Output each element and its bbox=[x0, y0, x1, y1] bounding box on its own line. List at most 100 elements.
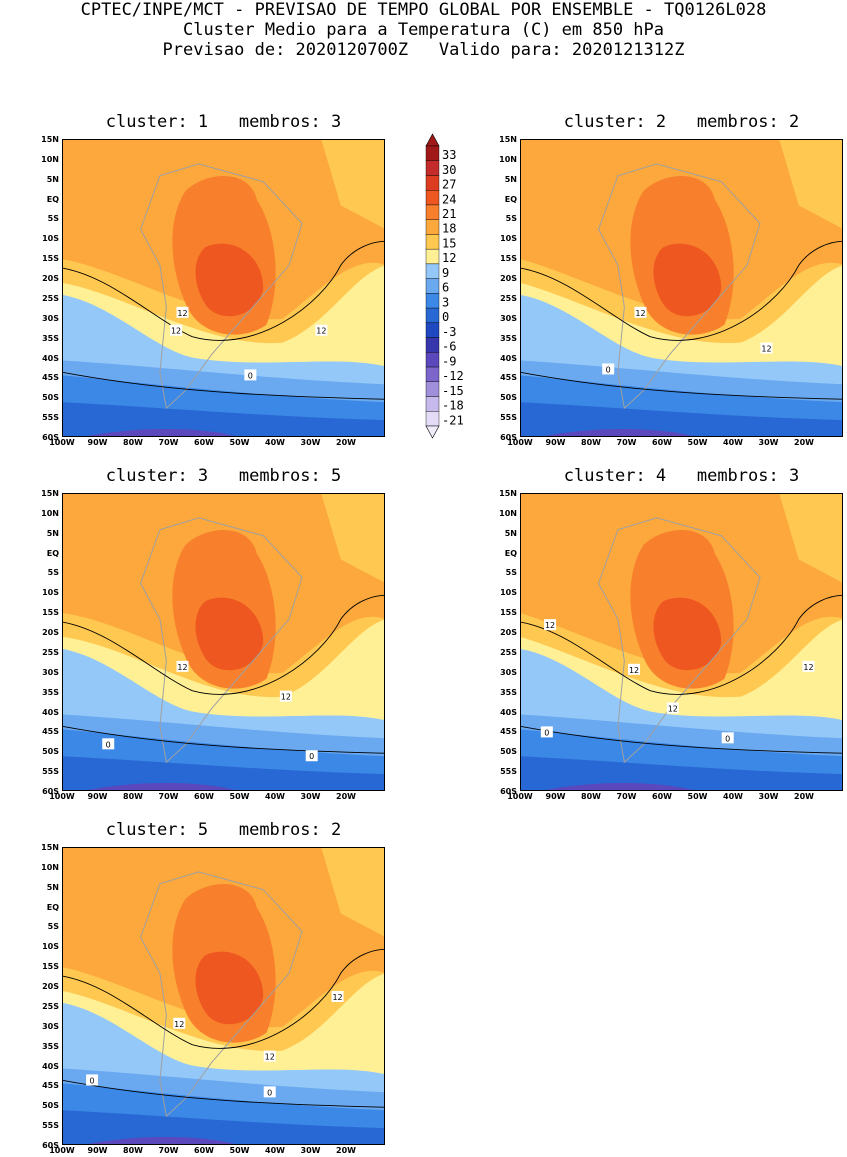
coastline bbox=[597, 163, 761, 410]
contour-label: 12 bbox=[176, 660, 189, 672]
lat-tick-label: 20S bbox=[42, 628, 59, 638]
contour-label: 0 bbox=[263, 1086, 276, 1098]
lat-tick-label: EQ bbox=[46, 548, 59, 558]
svg-text:0: 0 bbox=[309, 752, 314, 761]
colorbar-label: -18 bbox=[442, 399, 464, 413]
svg-text:0: 0 bbox=[90, 1076, 95, 1085]
field-core-24 bbox=[195, 243, 264, 317]
lat-tick-label: 30S bbox=[42, 313, 59, 323]
colorbar-label: 33 bbox=[442, 148, 456, 162]
contour-label: 12 bbox=[802, 660, 815, 672]
lat-tick-label: 10S bbox=[42, 588, 59, 598]
lat-tick-label: 5S bbox=[47, 922, 59, 932]
svg-text:12: 12 bbox=[281, 693, 291, 702]
field-band-0 bbox=[521, 402, 842, 436]
lat-tick-label: 10S bbox=[42, 234, 59, 244]
field-band-15 bbox=[321, 848, 384, 937]
header-line-1: CPTEC/INPE/MCT - PREVISAO DE TEMPO GLOBA… bbox=[80, 0, 767, 20]
lat-tick-label: 20S bbox=[500, 274, 517, 284]
contour-label: 12 bbox=[173, 1017, 186, 1029]
contour-label: 12 bbox=[263, 1050, 276, 1062]
colorbar-swatch bbox=[425, 396, 440, 412]
colorbar-swatch bbox=[425, 322, 440, 338]
lon-tick-label: 20W bbox=[336, 792, 356, 801]
lat-tick-label: 15S bbox=[42, 254, 59, 264]
colorbar-swatch bbox=[425, 366, 440, 382]
lat-tick-label: 30S bbox=[500, 313, 517, 323]
panel-title: cluster: 2 membros: 2 bbox=[563, 112, 800, 132]
lat-tick-label: 55S bbox=[500, 767, 517, 777]
colorbar-swatch bbox=[425, 175, 440, 191]
map-panel: 12 12 12 0 0 bbox=[62, 847, 385, 1145]
svg-text:12: 12 bbox=[803, 663, 813, 672]
lon-tick-label: 100W bbox=[49, 438, 75, 447]
map-svg: 12 12 0 bbox=[521, 140, 842, 436]
lat-tick-label: 45S bbox=[42, 373, 59, 383]
panel-title: cluster: 5 membros: 2 bbox=[105, 820, 342, 840]
lon-tick-label: 70W bbox=[616, 792, 637, 801]
colorbar-label: -12 bbox=[442, 369, 464, 383]
colorbar-label: 24 bbox=[442, 192, 456, 206]
contour-label: 12 bbox=[279, 690, 292, 702]
lat-tick-label: 30S bbox=[42, 1021, 59, 1031]
contour-0 bbox=[521, 725, 842, 754]
lat-tick-label: 5N bbox=[504, 528, 517, 538]
lat-tick-label: 35S bbox=[500, 333, 517, 343]
lat-tick-label: 5N bbox=[46, 174, 59, 184]
lon-tick-label: 100W bbox=[507, 438, 533, 447]
field-core-24 bbox=[653, 597, 722, 671]
lon-tick-label: 100W bbox=[49, 1146, 75, 1155]
lat-tick-label: 60S bbox=[500, 433, 517, 442]
lat-tick-label: 55S bbox=[42, 1121, 59, 1131]
lon-tick-label: 80W bbox=[123, 438, 143, 447]
lon-tick-label: 50W bbox=[687, 438, 708, 447]
lat-tick-label: 50S bbox=[42, 1101, 59, 1111]
lat-tick-label: 45S bbox=[500, 727, 517, 737]
svg-text:12: 12 bbox=[761, 345, 771, 354]
contour-12 bbox=[63, 948, 384, 1049]
lon-tick-label: 80W bbox=[123, 1146, 143, 1155]
colorbar-label: 12 bbox=[442, 251, 456, 265]
contour-label: 12 bbox=[315, 324, 328, 336]
svg-text:12: 12 bbox=[629, 666, 639, 675]
svg-text:0: 0 bbox=[725, 734, 730, 743]
field-band-0 bbox=[521, 756, 842, 790]
lat-tick-label: 20S bbox=[42, 982, 59, 992]
lon-tick-label: 40W bbox=[723, 438, 743, 447]
lon-tick-label: 40W bbox=[723, 792, 743, 801]
contour-0 bbox=[521, 371, 842, 400]
field-band-neg bbox=[88, 1137, 235, 1144]
lon-tick-label: 70W bbox=[158, 438, 179, 447]
field-band-neg bbox=[88, 429, 235, 436]
panel-title: cluster: 3 membros: 5 bbox=[105, 466, 342, 486]
colorbar-bottom-arrow bbox=[425, 425, 440, 439]
contour-12 bbox=[521, 240, 842, 341]
colorbar-label: -3 bbox=[442, 325, 456, 339]
colorbar-swatch bbox=[425, 352, 440, 368]
lat-tick-label: 60S bbox=[42, 433, 59, 442]
lat-tick-label: 15N bbox=[41, 843, 59, 852]
contour-label: 12 bbox=[666, 702, 679, 714]
lon-tick-label: 60W bbox=[194, 438, 214, 447]
contour-label: 12 bbox=[170, 324, 183, 336]
field-band-neg bbox=[546, 783, 693, 790]
lon-tick-label: 40W bbox=[265, 792, 285, 801]
colorbar-label: 21 bbox=[442, 207, 456, 221]
lat-tick-label: 25S bbox=[42, 293, 59, 303]
lat-tick-label: 40S bbox=[42, 1061, 59, 1071]
lat-tick-label: 10N bbox=[499, 508, 517, 518]
lon-tick-label: 70W bbox=[158, 1146, 179, 1155]
lat-tick-label: 45S bbox=[500, 373, 517, 383]
contour-label: 12 bbox=[176, 306, 189, 318]
field-band-0 bbox=[63, 756, 384, 790]
colorbar-label: 9 bbox=[442, 266, 449, 280]
lon-tick-label: 30W bbox=[300, 438, 321, 447]
contour-label: 0 bbox=[305, 750, 318, 762]
lat-tick-label: 5N bbox=[46, 528, 59, 538]
lon-tick-label: 90W bbox=[545, 438, 566, 447]
colorbar-label: -9 bbox=[442, 354, 456, 368]
lon-tick-label: 60W bbox=[194, 792, 214, 801]
svg-text:12: 12 bbox=[332, 993, 342, 1002]
lat-tick-label: EQ bbox=[504, 548, 517, 558]
